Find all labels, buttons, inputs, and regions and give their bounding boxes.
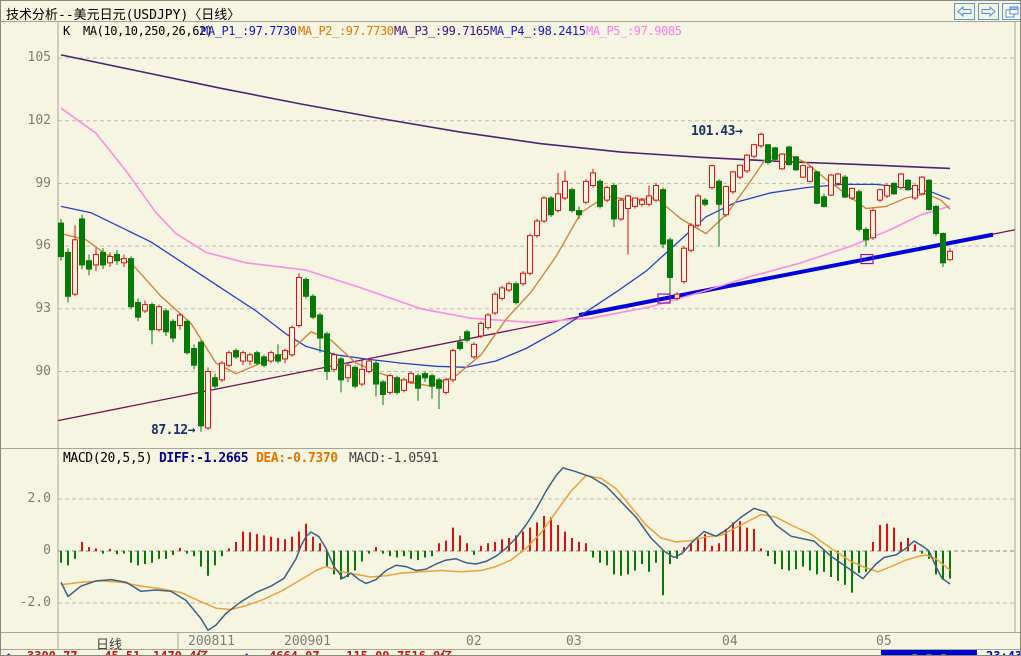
annotation-high: 101.43→ xyxy=(691,124,743,139)
cascade-windows-icon xyxy=(1005,6,1018,17)
page-title: 技术分析--美元日元(USDJPY)〈日线〉 xyxy=(6,8,241,23)
date-tick-03: 03 xyxy=(566,634,582,649)
price-axis-label-99: 99 xyxy=(35,176,51,191)
prev-chart-button[interactable] xyxy=(954,3,975,20)
price-axis-label-105: 105 xyxy=(27,50,51,65)
price-axis-label-102: 102 xyxy=(27,113,51,128)
legend-ma-params: MA(10,10,250,26,62) xyxy=(83,24,213,38)
arrow-right-icon xyxy=(981,6,996,17)
status-time: 23:43 xyxy=(986,650,1020,655)
annotation-arrow: → xyxy=(734,124,743,139)
legend-ma-p2: MA_P2_:97.7730 xyxy=(298,24,394,38)
date-tick-200901: 200901 xyxy=(284,634,331,649)
status-volume-1: 1470.4亿 xyxy=(153,650,208,655)
macd-legend-title: MACD(20,5,5) xyxy=(63,451,153,466)
price-axis-label-93: 93 xyxy=(35,301,51,316)
status-change-2: -115.09 xyxy=(339,650,390,655)
macd-axis-label-0: 0 xyxy=(43,543,51,558)
macd-legend-macd: MACD:-1.0591 xyxy=(349,451,439,466)
price-axis-label-96: 96 xyxy=(35,238,51,253)
macd-legend-dea: DEA:-0.7370 xyxy=(256,451,338,466)
arrow-left-icon xyxy=(957,6,972,17)
status-bar: ◆ 3300.77 -45.51 1470.4亿 ◆ 4664.07 -115.… xyxy=(1,650,1020,655)
legend-ma-p5: MA_P5_:97.9085 xyxy=(586,24,682,38)
macd-axis-label-neg2: -2.0 xyxy=(19,595,51,610)
macd-legend-diff: DIFF:-1.2665 xyxy=(159,451,249,466)
date-tick-04: 04 xyxy=(722,634,738,649)
date-tick-05: 05 xyxy=(876,634,892,649)
macd-axis-label-2: 2.0 xyxy=(27,491,51,506)
legend-k: K xyxy=(63,24,70,38)
status-index-1: 3300.77 xyxy=(27,650,78,655)
next-chart-button[interactable] xyxy=(978,3,999,20)
annotation-low: 87.12→ xyxy=(151,423,195,438)
cascade-windows-button[interactable] xyxy=(1002,3,1020,20)
legend-ma-p1: MA_P1_:97.7730 xyxy=(201,24,297,38)
period-label: 日线 xyxy=(96,638,123,653)
legend-ma-p3: MA_P3_:99.7165 xyxy=(394,24,490,38)
status-index-2: 4664.07 xyxy=(269,650,320,655)
date-tick-200811: 200811 xyxy=(188,634,235,649)
status-highlight-button[interactable]: ▪ ▪ ▪ xyxy=(881,650,977,655)
status-change-1: -45.51 xyxy=(97,650,140,655)
status-icon: ◆ xyxy=(5,650,12,655)
date-tick-02: 02 xyxy=(466,634,482,649)
price-axis-label-90: 90 xyxy=(35,364,51,379)
legend-ma-p4: MA_P4_:98.2415 xyxy=(490,24,586,38)
status-icon-2: ◆ xyxy=(243,650,250,655)
annotation-arrow: → xyxy=(187,423,196,438)
status-volume-2: 7516.9亿 xyxy=(397,650,452,655)
